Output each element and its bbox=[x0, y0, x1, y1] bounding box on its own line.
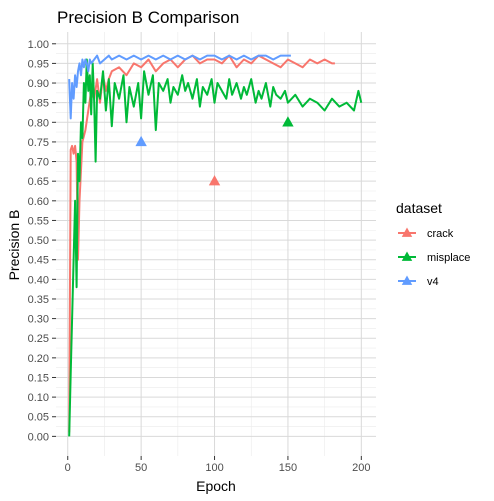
legend-key-crack bbox=[398, 227, 416, 237]
x-tick-label: 200 bbox=[352, 462, 370, 474]
legend-key-misplace bbox=[398, 251, 416, 261]
legend-label-v4: v4 bbox=[427, 276, 439, 288]
y-tick-label: 1.00 bbox=[28, 39, 49, 51]
legend-title: dataset bbox=[396, 200, 442, 216]
y-tick-label: 0.70 bbox=[28, 157, 49, 169]
y-axis-title: Precision B bbox=[6, 210, 22, 281]
x-tick-label: 0 bbox=[65, 462, 71, 474]
marker-v4 bbox=[135, 135, 147, 147]
legend-label-crack: crack bbox=[427, 228, 454, 240]
series-line-misplace bbox=[68, 58, 363, 437]
y-tick-label: 0.20 bbox=[28, 353, 49, 365]
y-tick-label: 0.30 bbox=[28, 314, 49, 326]
y-tick-label: 0.60 bbox=[28, 196, 49, 208]
y-axis-ticks: 0.00 0.05 0.10 0.15 0.20 0.25 0.30 0.35 0.40 0.45… bbox=[28, 39, 56, 443]
x-axis-title: Epoch bbox=[196, 478, 236, 494]
series-line-v4 bbox=[68, 54, 291, 120]
y-tick-label: 0.65 bbox=[28, 176, 49, 188]
y-tick-label: 0.10 bbox=[28, 392, 49, 404]
series-markers bbox=[135, 116, 294, 186]
x-tick-label: 150 bbox=[279, 462, 297, 474]
y-tick-label: 0.85 bbox=[28, 98, 49, 110]
y-tick-label: 0.95 bbox=[28, 58, 49, 70]
legend: crack misplace v4 bbox=[398, 227, 470, 288]
y-tick-label: 0.45 bbox=[28, 255, 49, 267]
marker-misplace bbox=[282, 116, 294, 127]
legend-key-v4 bbox=[398, 275, 416, 285]
x-tick-label: 100 bbox=[205, 462, 223, 474]
chart-title: Precision B Comparison bbox=[57, 8, 239, 27]
x-tick-label: 50 bbox=[135, 462, 147, 474]
y-tick-label: 0.40 bbox=[28, 274, 49, 286]
y-tick-label: 0.50 bbox=[28, 235, 49, 247]
y-tick-label: 0.15 bbox=[28, 372, 49, 384]
y-tick-label: 0.35 bbox=[28, 294, 49, 306]
x-axis-ticks: 0 50 100 150 200 bbox=[65, 456, 371, 474]
y-tick-label: 0.05 bbox=[28, 412, 49, 424]
series-lines bbox=[68, 54, 363, 437]
marker-crack bbox=[208, 175, 221, 186]
y-tick-label: 0.25 bbox=[28, 333, 49, 345]
y-tick-label: 0.90 bbox=[28, 78, 49, 90]
y-tick-label: 0.75 bbox=[28, 137, 49, 149]
y-tick-label: 0.80 bbox=[28, 117, 49, 129]
y-tick-label: 0.55 bbox=[28, 215, 49, 227]
series-line-crack bbox=[68, 54, 335, 433]
y-tick-label: 0.00 bbox=[28, 431, 49, 443]
legend-label-misplace: misplace bbox=[427, 252, 470, 264]
